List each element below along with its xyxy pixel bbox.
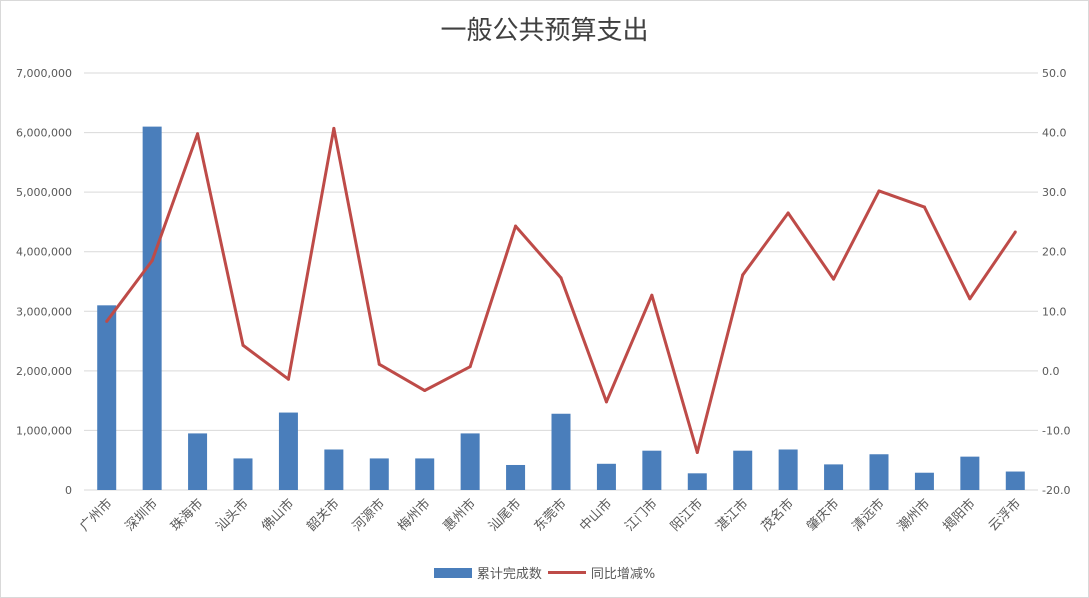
bar	[869, 454, 889, 490]
bar	[778, 449, 798, 490]
category-label: 佛山市	[258, 496, 297, 535]
category-label: 河源市	[349, 496, 388, 535]
right-axis-tick-label: -10.0	[1042, 424, 1070, 437]
category-label: 江门市	[622, 496, 661, 535]
bar	[596, 463, 616, 490]
line-point	[877, 189, 881, 193]
line-point	[286, 377, 290, 381]
category-label: 广州市	[77, 496, 116, 535]
left-axis-tick-label: 2,000,000	[16, 365, 72, 378]
bar	[233, 458, 253, 490]
line-point	[968, 297, 972, 301]
line-point	[332, 126, 336, 130]
bar	[97, 305, 117, 490]
category-label: 揭阳市	[940, 496, 979, 535]
left-axis-tick-label: 5,000,000	[16, 186, 72, 199]
bar	[142, 126, 162, 490]
right-axis-tick-label: 0.0	[1042, 365, 1060, 378]
bar	[824, 464, 844, 490]
category-label: 阳江市	[667, 496, 706, 535]
bar	[415, 458, 435, 490]
right-axis-tick-label: 30.0	[1042, 186, 1067, 199]
line-point	[241, 343, 245, 347]
legend-label-bar: 累计完成数	[476, 567, 542, 582]
line-point	[196, 132, 200, 136]
category-label: 东莞市	[531, 496, 570, 535]
line-point	[423, 389, 427, 393]
bar	[278, 412, 298, 490]
line-point	[832, 277, 836, 281]
bar	[188, 433, 208, 490]
line-point	[377, 362, 381, 366]
line-point	[741, 273, 745, 277]
category-label: 云浮市	[985, 496, 1024, 535]
right-axis-tick-label: 10.0	[1042, 305, 1067, 318]
right-axis-tick-label: 20.0	[1042, 246, 1067, 259]
category-label: 汕头市	[213, 496, 252, 535]
line-point	[468, 365, 472, 369]
bar	[506, 464, 526, 490]
category-label: 汕尾市	[485, 496, 524, 535]
line-point	[150, 259, 154, 263]
left-axis-tick-label: 7,000,000	[16, 67, 72, 80]
line-point	[695, 450, 699, 454]
bar	[551, 413, 571, 490]
category-label: 中山市	[576, 496, 615, 535]
category-label: 深圳市	[122, 496, 161, 535]
bar	[369, 458, 389, 490]
line-point	[559, 276, 563, 280]
bar	[733, 450, 753, 490]
bar	[324, 449, 344, 490]
left-axis-tick-label: 0	[65, 484, 72, 497]
line-point	[786, 211, 790, 215]
category-label: 肇庆市	[803, 496, 842, 535]
right-axis-tick-label: -20.0	[1042, 484, 1070, 497]
bar	[914, 472, 934, 490]
line-point	[105, 319, 109, 323]
left-axis-tick-label: 1,000,000	[16, 424, 72, 437]
left-axis-tick-label: 4,000,000	[16, 246, 72, 259]
line-point	[650, 293, 654, 297]
category-label: 梅州市	[395, 496, 434, 535]
chart-title: 一般公共预算支出	[440, 16, 649, 46]
legend-swatch-bar	[433, 567, 472, 578]
category-label: 珠海市	[167, 496, 206, 535]
right-axis-tick-label: 40.0	[1042, 127, 1067, 140]
chart-legend: 累计完成数 同比增减%	[0, 563, 1089, 582]
bar	[1005, 471, 1025, 490]
bar	[960, 456, 980, 490]
category-label: 韶关市	[304, 496, 343, 535]
line-point	[922, 205, 926, 209]
category-label: 潮州市	[894, 496, 933, 535]
left-axis-tick-label: 6,000,000	[16, 127, 72, 140]
category-label: 湛江市	[713, 496, 752, 535]
category-label: 惠州市	[440, 496, 479, 535]
category-label: 茂名市	[758, 496, 797, 535]
series-line	[105, 126, 1017, 454]
bar	[460, 433, 480, 490]
line-point	[514, 224, 518, 228]
category-label: 清远市	[849, 496, 888, 535]
legend-label-line: 同比增减%	[590, 567, 656, 582]
line-point	[604, 400, 608, 404]
right-axis-tick-label: 50.0	[1042, 67, 1067, 80]
left-axis-tick-label: 3,000,000	[16, 305, 72, 318]
legend-swatch-line	[547, 571, 586, 574]
line-point	[1013, 230, 1017, 234]
legend-item-bar: 累计完成数	[433, 563, 542, 582]
bar	[687, 473, 707, 490]
legend-item-line: 同比增减%	[547, 563, 656, 582]
bar	[642, 450, 662, 490]
